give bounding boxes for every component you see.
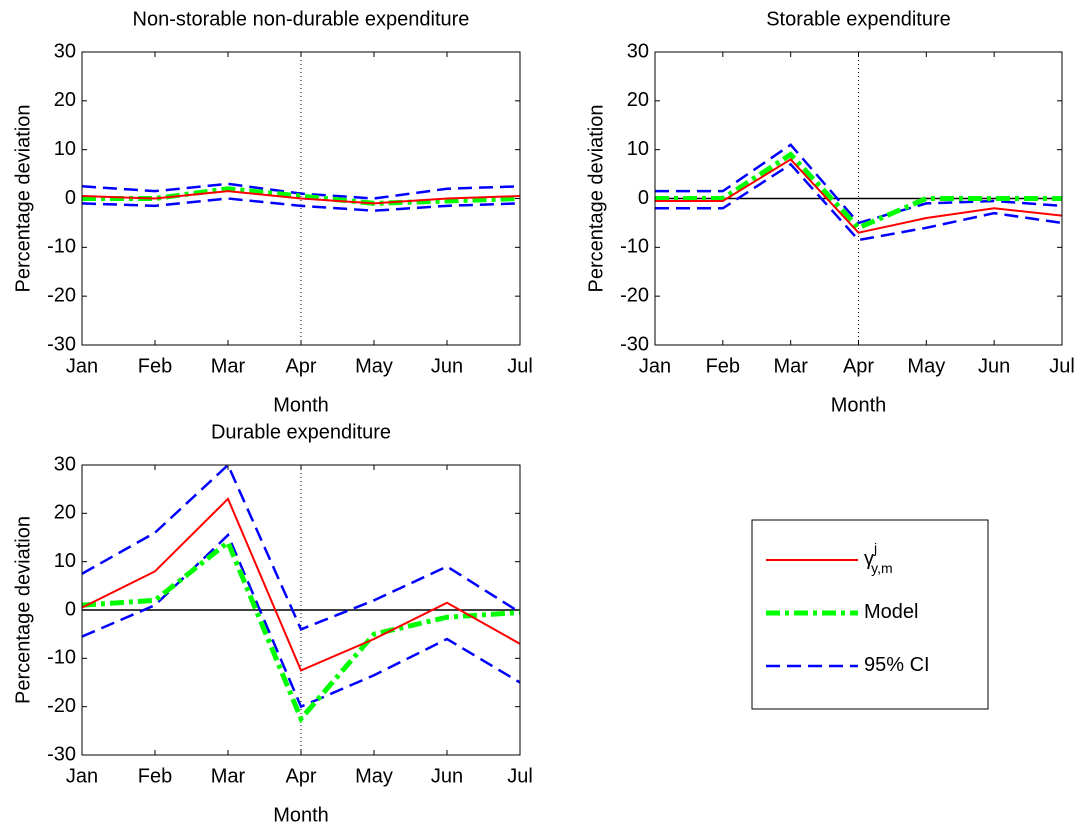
y-tick-label: -20 bbox=[47, 695, 76, 717]
y-tick-label: -30 bbox=[47, 333, 76, 355]
chart-title: Durable expenditure bbox=[211, 421, 391, 443]
y-axis-label: Percentage deviation bbox=[12, 516, 34, 704]
x-tick-label: Apr bbox=[285, 355, 316, 377]
y-tick-label: -10 bbox=[620, 236, 649, 258]
y-tick-label: 20 bbox=[54, 89, 76, 111]
y-axis-label: Percentage deviation bbox=[12, 105, 34, 293]
y-tick-label: -30 bbox=[620, 333, 649, 355]
chart-title: Storable expenditure bbox=[766, 8, 951, 30]
y-tick-label: 30 bbox=[54, 40, 76, 62]
series-line bbox=[82, 186, 521, 206]
x-tick-label: Jun bbox=[978, 355, 1010, 377]
x-tick-label: Jan bbox=[66, 355, 98, 377]
series-line bbox=[655, 143, 1063, 225]
series-line bbox=[81, 182, 521, 200]
legend-label: γj y,m bbox=[864, 540, 893, 576]
plot-frame bbox=[81, 464, 521, 756]
x-tick-label: Jun bbox=[431, 355, 463, 377]
series-line bbox=[81, 190, 521, 205]
x-tick-label: Jul bbox=[507, 355, 533, 377]
x-tick-label: Feb bbox=[138, 765, 172, 787]
x-tick-label: May bbox=[355, 355, 393, 377]
x-tick-label: Mar bbox=[211, 765, 246, 787]
series-line bbox=[81, 532, 521, 709]
y-tick-label: 10 bbox=[54, 138, 76, 160]
y-tick-label: 10 bbox=[54, 550, 76, 572]
y-tick-label: -10 bbox=[47, 236, 76, 258]
x-tick-label: Jun bbox=[431, 765, 463, 787]
y-tick-label: 0 bbox=[638, 187, 649, 209]
series-line bbox=[81, 197, 521, 212]
x-tick-label: Feb bbox=[706, 355, 740, 377]
x-tick-label: Apr bbox=[285, 765, 316, 787]
x-tick-label: Jan bbox=[66, 765, 98, 787]
y-tick-label: -20 bbox=[620, 284, 649, 306]
legend-label: 95% CI bbox=[864, 654, 930, 676]
y-tick-label: 10 bbox=[627, 138, 649, 160]
plot-frame bbox=[81, 51, 521, 346]
y-tick-label: 20 bbox=[627, 89, 649, 111]
x-tick-label: May bbox=[907, 355, 945, 377]
series-line bbox=[81, 462, 521, 631]
series-line bbox=[655, 151, 1062, 231]
series-line bbox=[81, 497, 521, 672]
y-tick-label: 0 bbox=[65, 598, 76, 620]
y-tick-label: -20 bbox=[47, 284, 76, 306]
y-tick-label: -10 bbox=[47, 647, 76, 669]
chart-title: Non-storable non-durable expenditure bbox=[133, 8, 470, 30]
legend-label: Model bbox=[864, 601, 918, 623]
legend-label-text: 95% CI bbox=[864, 654, 930, 676]
x-axis-label: Month bbox=[273, 804, 329, 826]
plot-frame bbox=[654, 51, 1063, 346]
y-tick-label: 30 bbox=[54, 453, 76, 475]
legend-frame bbox=[751, 519, 989, 710]
x-tick-label: May bbox=[355, 765, 393, 787]
x-tick-label: Jul bbox=[507, 765, 533, 787]
legend-label-superscript: j bbox=[873, 540, 877, 556]
x-tick-label: Apr bbox=[843, 355, 874, 377]
legend-label-text: γ bbox=[864, 548, 874, 570]
x-tick-label: Mar bbox=[773, 355, 808, 377]
y-axis-label: Percentage deviation bbox=[585, 105, 607, 293]
x-tick-label: Jul bbox=[1049, 355, 1075, 377]
x-tick-label: Feb bbox=[138, 355, 172, 377]
series-line bbox=[655, 158, 1063, 234]
x-axis-label: Month bbox=[273, 394, 329, 416]
legend-label-subscript: y,m bbox=[871, 560, 893, 576]
x-tick-label: Jan bbox=[639, 355, 671, 377]
x-tick-label: Mar bbox=[211, 355, 246, 377]
series-line bbox=[81, 538, 521, 724]
y-tick-label: -30 bbox=[47, 743, 76, 765]
series-line bbox=[655, 162, 1063, 242]
legend: γj y,m Model 95% CI bbox=[751, 519, 989, 710]
y-tick-label: 30 bbox=[627, 40, 649, 62]
legend-label-text: Model bbox=[864, 601, 918, 623]
x-axis-label: Month bbox=[831, 394, 887, 416]
y-tick-label: 20 bbox=[54, 502, 76, 524]
y-tick-label: 0 bbox=[65, 187, 76, 209]
